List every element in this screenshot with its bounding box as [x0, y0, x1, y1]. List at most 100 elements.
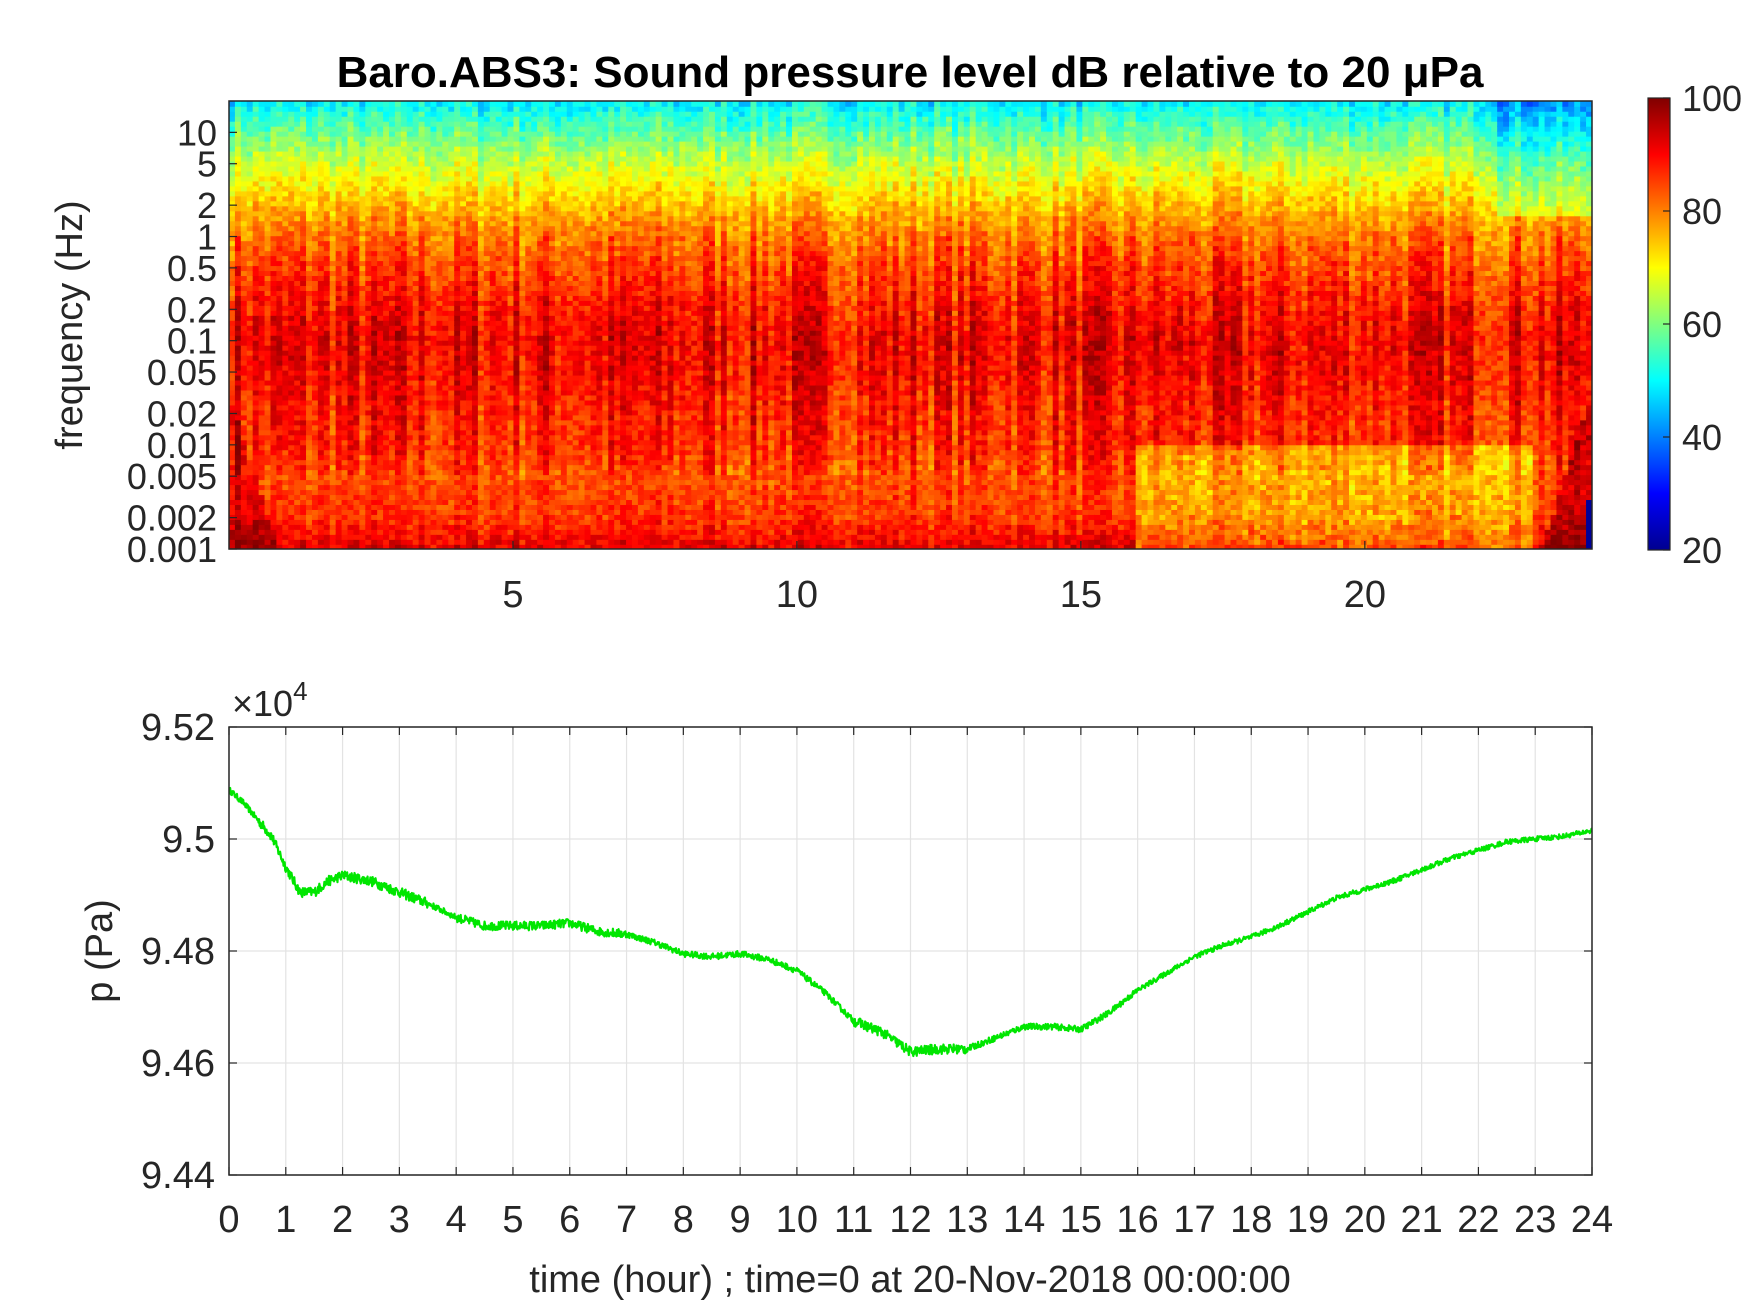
heatmap-cell	[519, 101, 527, 107]
heatmap-cell	[489, 484, 497, 491]
heatmap-cell	[436, 250, 444, 257]
heatmap-cell	[554, 464, 562, 471]
heatmap-cell	[371, 305, 378, 311]
heatmap-cell	[246, 414, 254, 421]
heatmap-cell	[495, 101, 503, 107]
heatmap-cell	[240, 255, 248, 262]
heatmap-cell	[383, 359, 390, 366]
heatmap-cell	[276, 394, 284, 401]
heatmap-cell	[229, 145, 236, 152]
heatmap-cell	[246, 484, 254, 491]
heatmap-cell	[424, 439, 432, 446]
heatmap-cell	[471, 190, 479, 197]
heatmap-cell	[400, 155, 408, 162]
heatmap-cell	[554, 459, 562, 466]
heatmap-cell	[389, 434, 396, 441]
heatmap-cell	[282, 150, 290, 157]
heatmap-cell	[466, 305, 473, 311]
heatmap-cell	[501, 484, 509, 491]
heatmap-cell	[501, 320, 509, 326]
heatmap-cell	[543, 170, 550, 177]
heatmap-cell	[347, 255, 355, 262]
heatmap-cell	[276, 449, 284, 456]
heatmap-cell	[282, 185, 290, 192]
heatmap-cell	[365, 295, 373, 301]
heatmap-cell	[323, 275, 331, 281]
heatmap-cell	[460, 389, 467, 396]
heatmap-cell	[347, 135, 355, 142]
heatmap-cell	[323, 529, 331, 535]
heatmap-cell	[294, 514, 301, 520]
heatmap-cell	[430, 101, 438, 107]
heatmap-cell	[229, 334, 236, 341]
heatmap-cell	[394, 240, 402, 247]
heatmap-cell	[513, 305, 521, 311]
heatmap-cell	[543, 101, 550, 107]
heatmap-cell	[246, 210, 254, 217]
heatmap-cell	[276, 519, 284, 525]
heatmap-cell	[371, 349, 378, 356]
heatmap-cell	[519, 364, 527, 371]
heatmap-cell	[347, 444, 355, 451]
heatmap-cell	[288, 359, 295, 366]
heatmap-cell	[442, 310, 450, 316]
heatmap-cell	[335, 414, 343, 421]
heatmap-cell	[471, 165, 479, 172]
heatmap-cell	[252, 349, 260, 356]
heatmap-cell	[353, 255, 361, 262]
heatmap-cell	[477, 454, 485, 461]
heatmap-cell	[347, 424, 355, 431]
heatmap-cell	[489, 494, 497, 501]
heatmap-cell	[430, 225, 438, 232]
heatmap-cell	[359, 374, 367, 381]
heatmap-cell	[276, 434, 284, 441]
heatmap-cell	[240, 101, 248, 107]
heatmap-cell	[519, 110, 527, 117]
heatmap-cell	[282, 374, 290, 381]
heatmap-cell	[412, 464, 420, 471]
heatmap-cell	[341, 150, 349, 157]
heatmap-cell	[306, 464, 313, 471]
heatmap-cell	[270, 255, 278, 262]
heatmap-cell	[306, 280, 313, 286]
heatmap-cell	[264, 329, 272, 336]
heatmap-cell	[353, 389, 361, 396]
heatmap-cell	[282, 424, 290, 431]
heatmap-cell	[554, 339, 562, 346]
heatmap-cell	[246, 290, 254, 296]
heatmap-cell	[400, 250, 408, 257]
heatmap-cell	[240, 225, 248, 232]
heatmap-cell	[430, 260, 438, 267]
heatmap-cell	[270, 469, 278, 476]
heatmap-cell	[389, 484, 396, 491]
heatmap-cell	[294, 354, 301, 361]
heatmap-cell	[246, 339, 254, 346]
heatmap-cell	[377, 444, 384, 451]
heatmap-cell	[276, 215, 284, 222]
heatmap-cell	[246, 539, 254, 545]
heatmap-cell	[430, 344, 438, 351]
heatmap-cell	[353, 419, 361, 426]
heatmap-cell	[229, 280, 236, 286]
heatmap-cell	[525, 449, 533, 456]
heatmap-cell	[495, 145, 503, 152]
heatmap-cell	[311, 150, 319, 157]
heatmap-cell	[288, 115, 295, 122]
heatmap-cell	[418, 344, 426, 351]
heatmap-cell	[448, 295, 455, 301]
heatmap-cell	[306, 459, 313, 466]
heatmap-cell	[531, 434, 538, 441]
heatmap-cell	[495, 454, 503, 461]
heatmap-cell	[270, 265, 278, 272]
heatmap-cell	[537, 235, 544, 242]
heatmap-cell	[240, 444, 248, 451]
heatmap-cell	[519, 185, 527, 192]
heatmap-cell	[311, 195, 319, 202]
heatmap-cell	[383, 115, 390, 122]
heatmap-cell	[252, 260, 260, 267]
heatmap-cell	[300, 230, 307, 237]
heatmap-cell	[234, 140, 242, 147]
heatmap-cell	[252, 454, 260, 461]
heatmap-cell	[276, 364, 284, 371]
heatmap-cell	[347, 145, 355, 152]
